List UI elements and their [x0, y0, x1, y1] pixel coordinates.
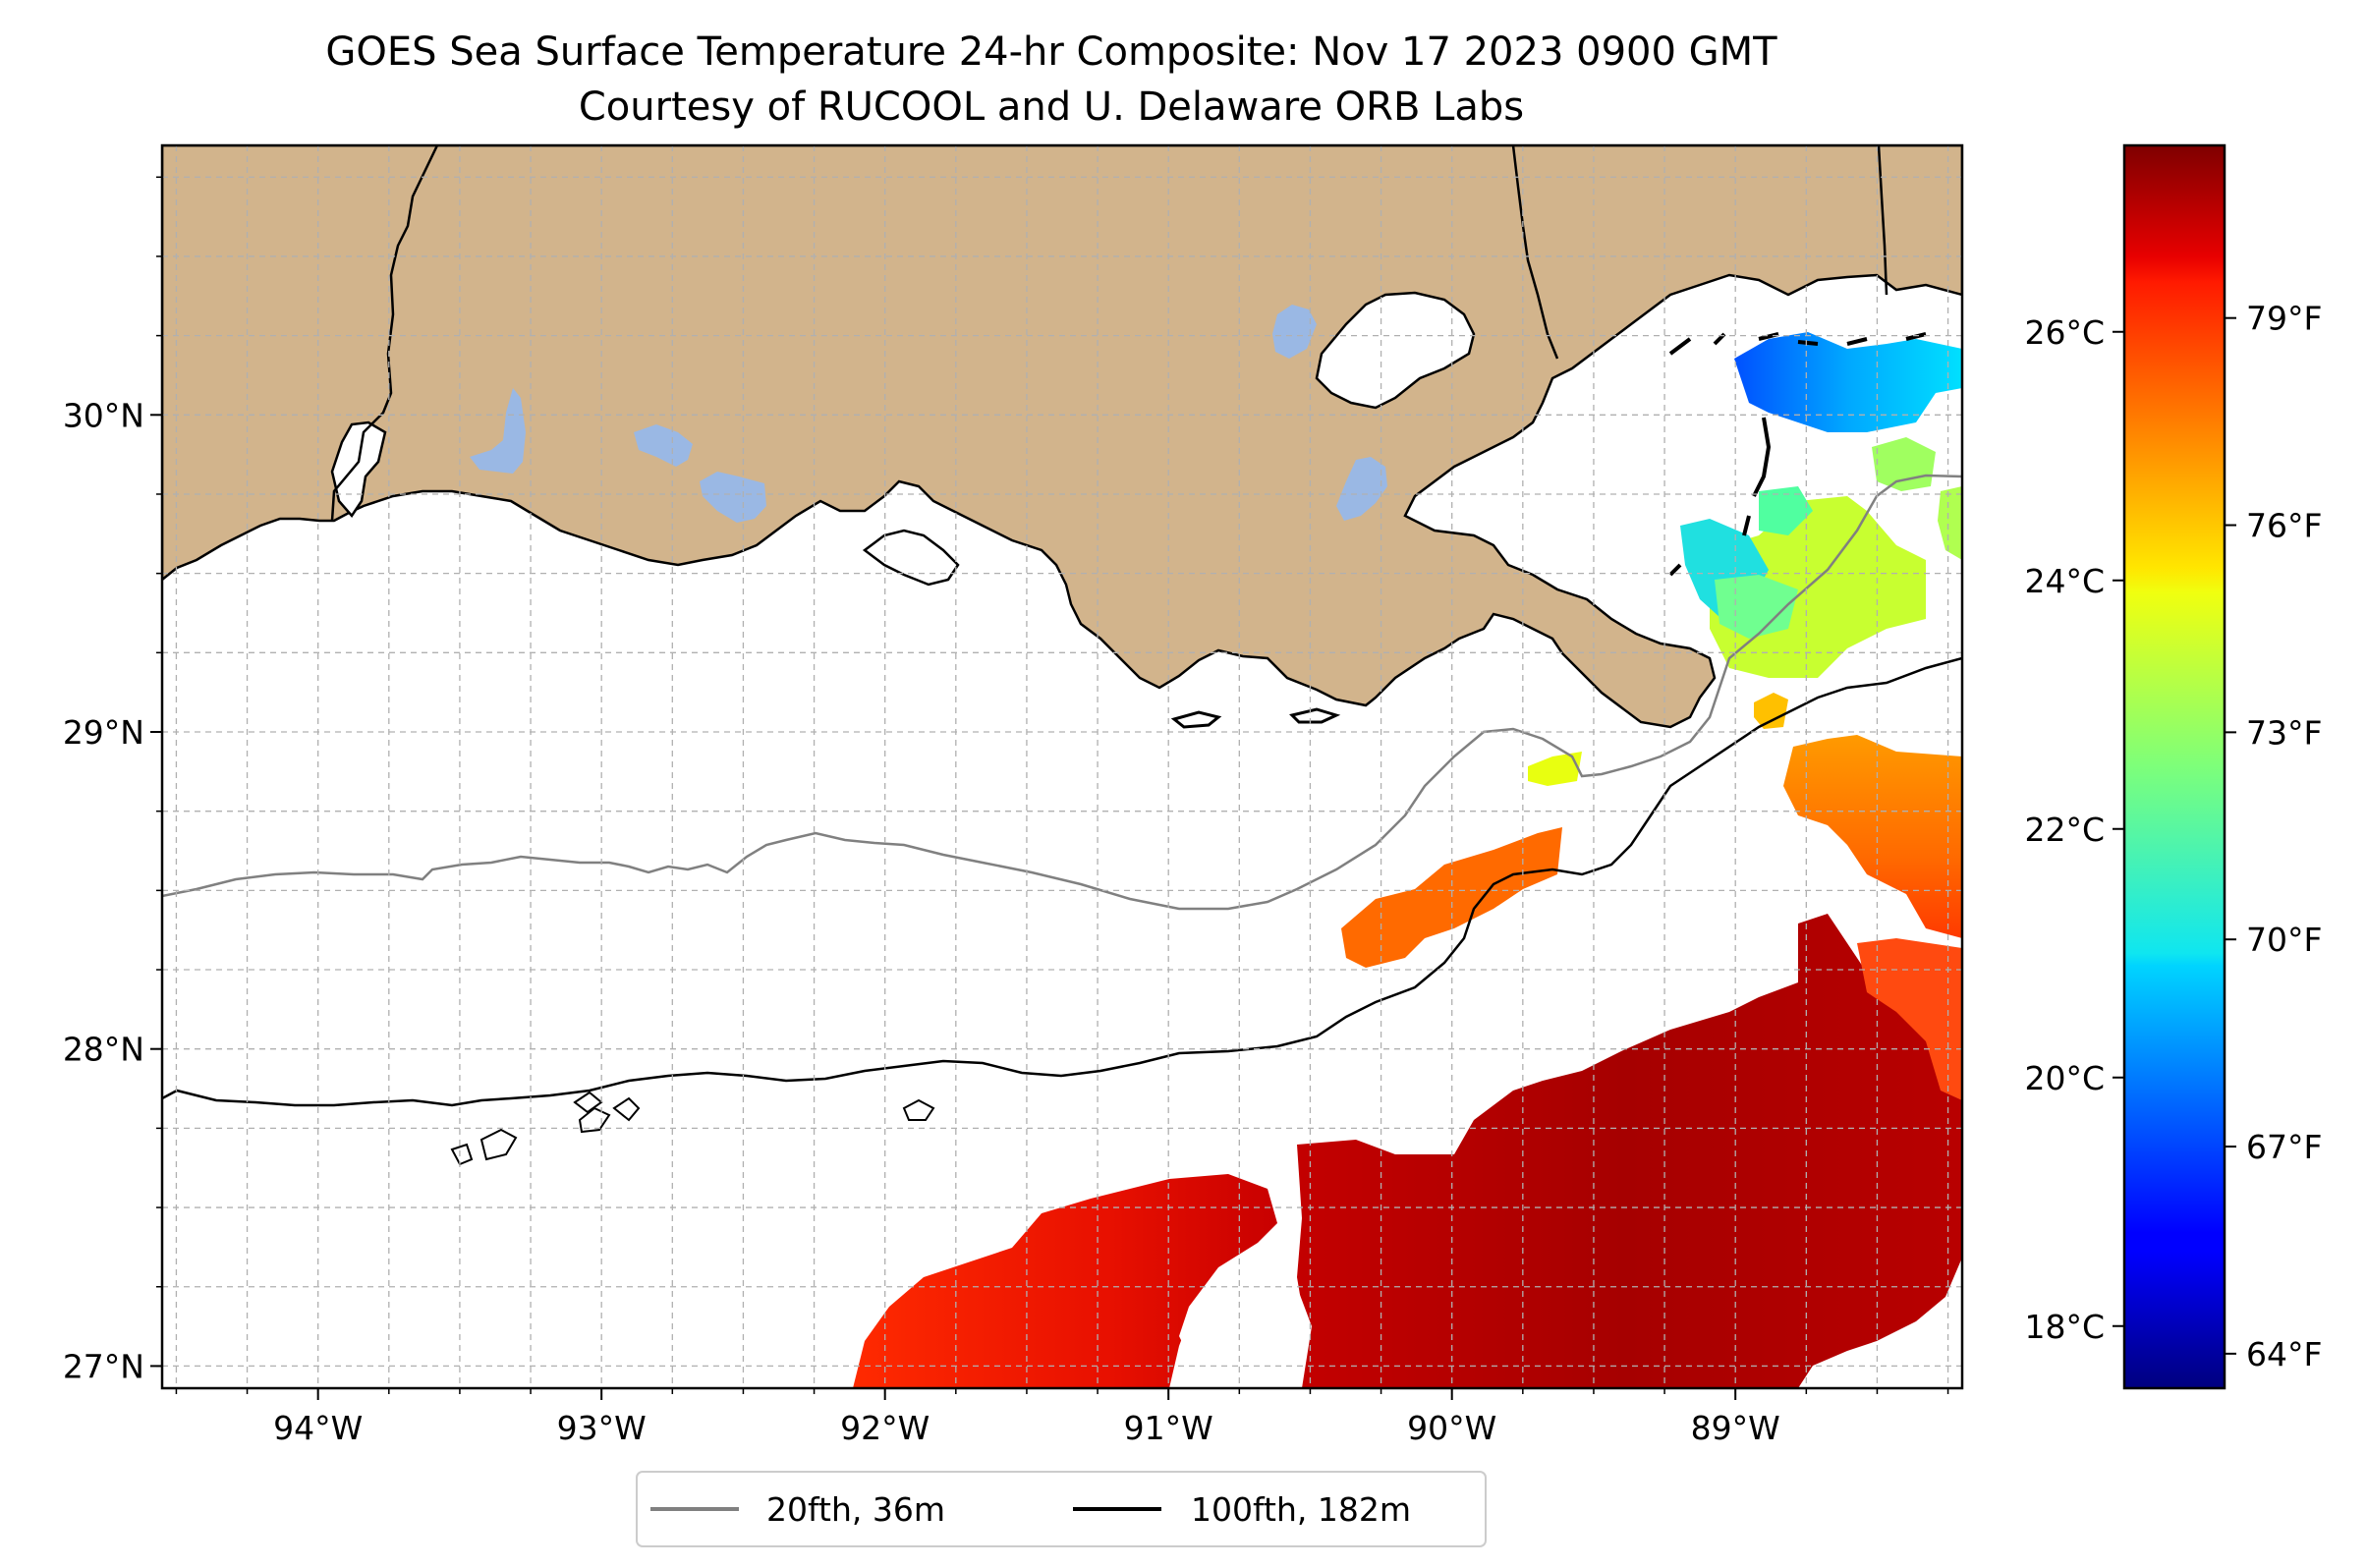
colorbar-label-c: 22°C	[2024, 811, 2105, 849]
colorbar-label-f: 73°F	[2246, 713, 2322, 752]
map-title: GOES Sea Surface Temperature 24-hr Compo…	[325, 29, 1777, 75]
lake-blue-4	[1272, 305, 1317, 359]
sst-patch-center	[1341, 827, 1562, 968]
sst-gap	[1169, 1267, 1312, 1388]
lake-calcasieu	[330, 420, 387, 519]
tick-label-lat: 27°N	[63, 1347, 144, 1385]
colorbar-label-f: 79°F	[2246, 300, 2322, 338]
isobath-100fth	[162, 656, 1962, 1107]
map-frame	[160, 143, 1964, 1390]
colorbar-label-c: 20°C	[2024, 1059, 2105, 1097]
colorbar-label-c: 26°C	[2024, 313, 2105, 352]
vermilion-bay	[862, 529, 960, 587]
tick-label-lat: 28°N	[63, 1031, 144, 1069]
island-marsh-1	[1170, 710, 1222, 729]
sst-patch-green-east	[1938, 486, 1962, 560]
legend: 20fth, 36m 100fth, 182m	[636, 1471, 1487, 1547]
colorbar-label-f: 67°F	[2246, 1128, 2322, 1166]
lake-blue-3	[700, 472, 766, 523]
state-border-al	[1877, 145, 1888, 296]
tick-label-lon: 94°W	[273, 1409, 363, 1447]
tick-label-lon: 93°W	[557, 1409, 647, 1447]
map-subtitle: Courtesy of RUCOOL and U. Delaware ORB L…	[579, 84, 1524, 130]
tick-label-lon: 90°W	[1407, 1409, 1496, 1447]
colorbar	[2122, 143, 2226, 1390]
map-axis-ticks: 94°W 93°W 92°W 91°W 90°W 89°W 27°N 28°N 29°N 30°N	[63, 176, 1949, 1447]
colorbar-label-c: 24°C	[2024, 562, 2105, 600]
bank-outline-2	[450, 1096, 641, 1166]
sst-patch-orange-small	[1754, 693, 1788, 729]
land	[162, 145, 1962, 729]
lake-pontchartrain	[1315, 291, 1476, 410]
lake-blue-5	[1336, 457, 1387, 521]
sst-region-southeast	[1287, 914, 1962, 1388]
sst-region-east-orange	[1783, 735, 1962, 938]
map-grid	[162, 145, 1962, 1388]
chandeleur-islands	[1668, 332, 1927, 577]
tick-label-lon: 92°W	[840, 1409, 930, 1447]
sst-patch-blue	[1734, 332, 1962, 432]
sst-region-east-red	[1857, 938, 1962, 1100]
colorbar-label-f: 70°F	[2246, 921, 2322, 959]
island-marsh-2	[1289, 707, 1341, 724]
colorbar-label-f: 76°F	[2246, 507, 2322, 545]
sst-patch-green-mid	[1759, 486, 1813, 535]
colorbar-ticks: 64°F 67°F 70°F 73°F 76°F 79°F 18°C 20°C 22°C 24°C…	[2024, 300, 2322, 1373]
lake-blue-2	[634, 424, 693, 467]
legend-label-20fth: 20fth, 36m	[766, 1490, 945, 1529]
bank-outline-3	[902, 1098, 935, 1121]
isobath-20fth	[162, 474, 1962, 911]
legend-box	[636, 1471, 1487, 1547]
legend-label-100fth: 100fth, 182m	[1191, 1490, 1411, 1529]
sst-patch-yellow-small	[1528, 752, 1582, 786]
tick-label-lon: 89°W	[1691, 1409, 1780, 1447]
colorbar-label-c: 18°C	[2024, 1308, 2105, 1346]
tick-label-lon: 91°W	[1124, 1409, 1213, 1447]
lake-blue-1	[470, 388, 526, 474]
sst-region-southwest	[853, 1174, 1277, 1388]
state-border-tx	[330, 145, 439, 522]
tick-label-lat: 29°N	[63, 713, 144, 752]
tick-label-lat: 30°N	[63, 396, 144, 434]
state-border-ms	[1511, 145, 1559, 360]
colorbar-label-f: 64°F	[2246, 1335, 2322, 1373]
